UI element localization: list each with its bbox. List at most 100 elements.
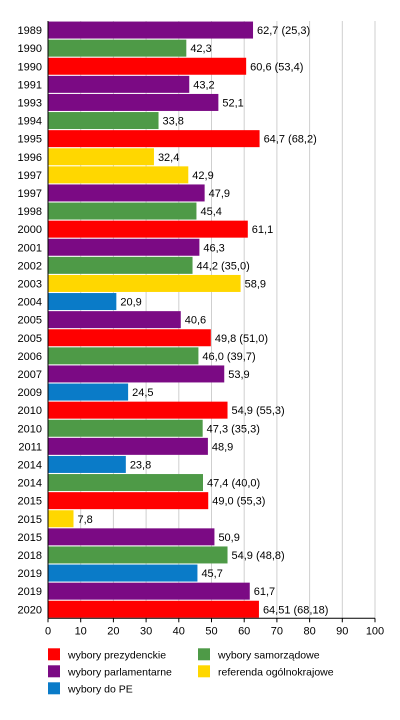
value-label: 42,3 (190, 43, 211, 55)
year-label: 2009 (18, 387, 42, 399)
value-label: 49,0 (55,3) (212, 496, 265, 508)
year-label: 2002 (18, 260, 42, 272)
bar (48, 419, 203, 437)
bar (48, 329, 211, 347)
value-label: 46,3 (203, 242, 224, 254)
x-tick-label: 80 (303, 625, 315, 637)
value-label: 60,6 (53,4) (250, 61, 303, 73)
year-label: 1990 (18, 43, 42, 55)
bar (48, 256, 193, 274)
year-label: 2014 (18, 459, 42, 471)
year-labels: 1989 1990 1990 1991 1993 1994 1995 1996 1997 1997… (18, 25, 42, 616)
legend-label: wybory do PE (67, 683, 133, 695)
year-label: 2003 (18, 278, 42, 290)
year-label: 2010 (18, 405, 42, 417)
value-label: 47,4 (40,0) (207, 478, 260, 490)
value-label: 64,7 (68,2) (264, 134, 317, 146)
legend-label: wybory prezydenckie (67, 649, 166, 661)
year-label: 1990 (18, 61, 42, 73)
year-label: 2007 (18, 369, 42, 381)
bar (48, 383, 129, 401)
year-label: 2005 (18, 333, 42, 345)
bar (48, 437, 208, 455)
bar (48, 112, 159, 130)
x-tick-label: 70 (271, 625, 283, 637)
value-label: 44,2 (35,0) (197, 260, 250, 272)
value-label: 43,2 (193, 79, 214, 91)
legend-swatch (48, 682, 60, 695)
value-label: 58,9 (245, 278, 266, 290)
value-label: 54,9 (48,8) (232, 550, 285, 562)
value-label: 64,51 (68,18) (263, 604, 328, 616)
year-label: 1993 (18, 97, 42, 109)
legend-swatch (198, 648, 210, 661)
year-label: 1991 (18, 79, 42, 91)
year-label: 1995 (18, 134, 42, 146)
value-label: 61,7 (254, 586, 275, 598)
year-label: 2010 (18, 423, 42, 435)
legend-label: referenda ogólnokrajowe (218, 666, 334, 678)
legend-swatch (198, 665, 210, 678)
value-label: 54,9 (55,3) (232, 405, 285, 417)
year-label: 1997 (18, 188, 42, 200)
x-tick-label: 50 (205, 625, 217, 637)
value-label: 24,5 (132, 387, 153, 399)
value-label: 20,9 (120, 297, 141, 309)
bar (48, 347, 199, 365)
legend-label: wybory parlamentarne (67, 666, 172, 678)
value-label: 47,3 (35,3) (207, 423, 260, 435)
bar (48, 564, 198, 582)
year-label: 2015 (18, 514, 42, 526)
value-label: 49,8 (51,0) (215, 333, 268, 345)
year-label: 1994 (18, 116, 42, 128)
bar (48, 166, 189, 184)
year-label: 2001 (18, 242, 42, 254)
year-label: 1989 (18, 25, 42, 37)
value-labels: 62,7 (25,3) 42,3 60,6 (53,4) 43,2 52,1 33,8 64… (78, 25, 329, 616)
value-label: 23,8 (130, 459, 151, 471)
bar (48, 57, 247, 75)
value-label: 52,1 (222, 97, 243, 109)
value-label: 62,7 (25,3) (257, 25, 310, 37)
year-label: 2000 (18, 224, 42, 236)
bar (48, 21, 254, 39)
year-label: 2019 (18, 568, 42, 580)
bar (48, 528, 215, 546)
value-label: 45,4 (200, 206, 221, 218)
bar (48, 546, 228, 564)
bar (48, 600, 259, 618)
value-label: 42,9 (192, 170, 213, 182)
value-label: 46,0 (39,7) (202, 351, 255, 363)
year-label: 2018 (18, 550, 42, 562)
bar (48, 365, 225, 383)
year-label: 2020 (18, 604, 42, 616)
bar (48, 148, 154, 166)
year-label: 1998 (18, 206, 42, 218)
year-label: 2004 (18, 297, 42, 309)
year-label: 2015 (18, 496, 42, 508)
value-label: 7,8 (78, 514, 93, 526)
value-label: 61,1 (252, 224, 273, 236)
bars (48, 21, 260, 618)
x-tick-label: 40 (173, 625, 185, 637)
value-label: 50,9 (218, 532, 239, 544)
year-label: 1997 (18, 170, 42, 182)
bar (48, 474, 203, 492)
bar (48, 274, 241, 292)
bar (48, 202, 197, 220)
year-label: 2015 (18, 532, 42, 544)
x-tick-label: 60 (238, 625, 250, 637)
bar (48, 510, 74, 528)
bar (48, 492, 209, 510)
bar (48, 238, 200, 256)
value-label: 45,7 (201, 568, 222, 580)
year-label: 2005 (18, 315, 42, 327)
x-tick-label: 30 (140, 625, 152, 637)
axes: 0 10 20 30 40 50 60 70 80 90 100 (45, 21, 384, 637)
bar (48, 293, 117, 311)
x-tick-label: 100 (366, 625, 384, 637)
year-label: 2011 (18, 441, 42, 453)
bar (48, 39, 187, 57)
x-tick-label: 10 (75, 625, 87, 637)
